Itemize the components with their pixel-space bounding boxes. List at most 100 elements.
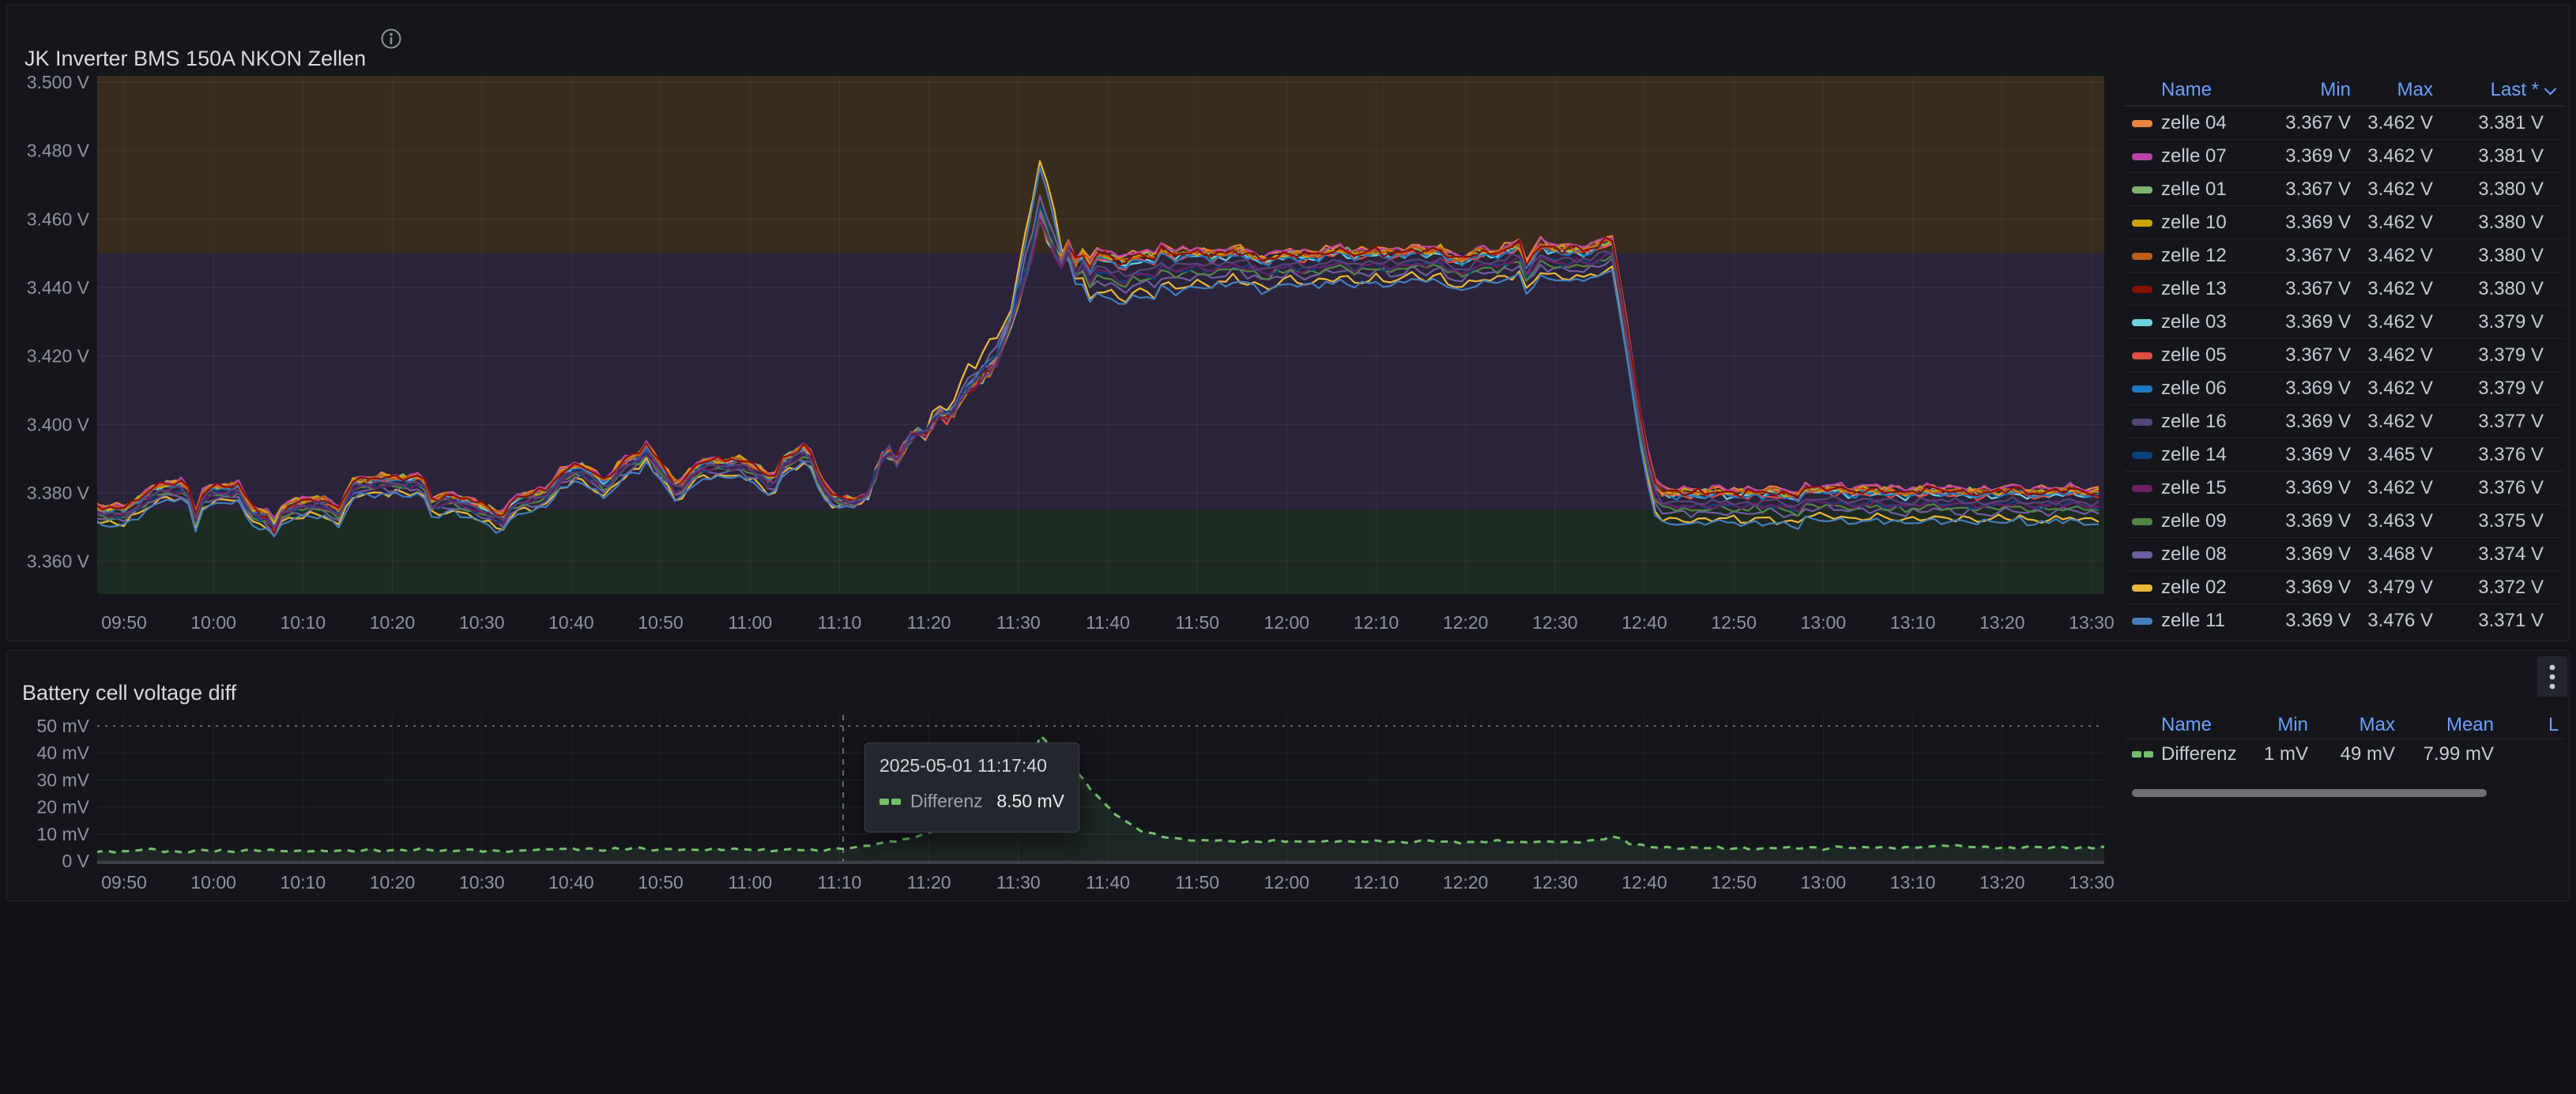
- legend-series-name[interactable]: zelle 09: [2161, 510, 2227, 532]
- legend-header-max[interactable]: Max: [2359, 714, 2395, 735]
- legend-row[interactable]: zelle 11 3.369 V 3.476 V 3.371 V: [2125, 603, 2564, 637]
- legend-series-name[interactable]: zelle 13: [2161, 278, 2227, 299]
- y-axis-tick-label: 50 mV: [37, 716, 90, 736]
- x-axis-tick-label: 10:10: [281, 612, 326, 633]
- legend-header-last[interactable]: Last *: [2491, 75, 2557, 105]
- legend-header-min[interactable]: Min: [2320, 79, 2351, 100]
- legend-series-name[interactable]: zelle 16: [2161, 411, 2227, 432]
- legend-min-value: 3.369 V: [2285, 510, 2351, 532]
- x-axis-tick-label: 12:20: [1443, 612, 1489, 633]
- legend-row[interactable]: zelle 15 3.369 V 3.462 V 3.376 V: [2125, 471, 2564, 504]
- series-line-zelle-11: [97, 167, 2099, 538]
- y-axis-tick-label: 0 V: [62, 851, 89, 871]
- legend-row[interactable]: zelle 14 3.369 V 3.465 V 3.376 V: [2125, 438, 2564, 471]
- legend-series-name[interactable]: zelle 10: [2161, 212, 2227, 233]
- legend-series-name[interactable]: zelle 07: [2161, 145, 2227, 167]
- panel-title[interactable]: JK Inverter BMS 150A NKON Zellen: [24, 47, 367, 71]
- x-axis-tick-label: 10:00: [190, 612, 236, 633]
- legend-row[interactable]: zelle 02 3.369 V 3.479 V 3.372 V: [2125, 570, 2564, 603]
- legend-min-value: 3.367 V: [2285, 179, 2351, 200]
- legend-row[interactable]: zelle 04 3.367 V 3.462 V 3.381 V: [2125, 106, 2564, 139]
- legend-row[interactable]: zelle 09 3.369 V 3.463 V 3.375 V: [2125, 504, 2564, 537]
- legend-row[interactable]: zelle 06 3.369 V 3.462 V 3.379 V: [2125, 371, 2564, 404]
- x-axis-tick-label: 13:00: [1801, 872, 1847, 893]
- legend-row[interactable]: zelle 12 3.367 V 3.462 V 3.380 V: [2125, 239, 2564, 272]
- y-axis-tick-label: 40 mV: [37, 742, 90, 763]
- legend-max-value: 3.479 V: [2367, 577, 2433, 598]
- legend-header-name[interactable]: Name: [2161, 79, 2213, 100]
- voltage-legend-table: Name Min Max Last * zelle 04 3.367 V 3.462 V 3.…: [2125, 75, 2564, 636]
- legend-series-name[interactable]: zelle 01: [2161, 179, 2227, 200]
- legend-row[interactable]: zelle 03 3.369 V 3.462 V 3.379 V: [2125, 305, 2564, 338]
- legend-max-value: 49 mV: [2340, 743, 2395, 765]
- legend-row[interactable]: Differenz 1 mV 49 mV 7.99 mV: [2125, 739, 2564, 769]
- legend-series-name[interactable]: zelle 12: [2161, 245, 2227, 266]
- legend-last-value: 3.376 V: [2478, 477, 2544, 498]
- legend-max-value: 3.476 V: [2367, 610, 2433, 631]
- diff-plot-area[interactable]: [96, 715, 2105, 864]
- legend-series-name[interactable]: zelle 14: [2161, 444, 2227, 465]
- legend-max-value: 3.462 V: [2367, 179, 2433, 200]
- legend-last-value: 3.380 V: [2478, 278, 2544, 299]
- legend-header-min[interactable]: Min: [2277, 714, 2308, 735]
- series-color-swatch: [2132, 152, 2152, 160]
- legend-row[interactable]: zelle 10 3.369 V 3.462 V 3.380 V: [2125, 205, 2564, 239]
- legend-header-last-truncated[interactable]: L: [2548, 714, 2559, 735]
- legend-row[interactable]: zelle 07 3.369 V 3.462 V 3.381 V: [2125, 139, 2564, 172]
- legend-series-name[interactable]: zelle 04: [2161, 112, 2227, 133]
- legend-header-mean[interactable]: Mean: [2446, 714, 2494, 735]
- threshold-band-high: [97, 76, 2104, 254]
- y-axis-tick-label: 20 mV: [37, 797, 90, 818]
- x-axis-tick-label: 11:00: [728, 612, 772, 633]
- legend-horizontal-scrollbar[interactable]: [2132, 789, 2487, 797]
- legend-series-name[interactable]: zelle 08: [2161, 543, 2227, 565]
- info-icon[interactable]: [380, 28, 402, 50]
- legend-min-value: 3.369 V: [2285, 577, 2351, 598]
- x-axis-tick-label: 13:30: [2069, 612, 2115, 633]
- legend-last-value: 3.379 V: [2478, 378, 2544, 399]
- legend-max-value: 3.462 V: [2367, 212, 2433, 233]
- legend-row[interactable]: zelle 01 3.367 V 3.462 V 3.380 V: [2125, 172, 2564, 205]
- legend-row[interactable]: zelle 05 3.367 V 3.462 V 3.379 V: [2125, 338, 2564, 371]
- legend-series-name[interactable]: zelle 02: [2161, 577, 2227, 598]
- series-color-swatch: [2132, 751, 2153, 758]
- x-axis-tick-label: 13:00: [1801, 612, 1847, 633]
- legend-row[interactable]: zelle 08 3.369 V 3.468 V 3.374 V: [2125, 537, 2564, 570]
- legend-series-name[interactable]: zelle 05: [2161, 344, 2227, 366]
- y-axis-tick-label: 30 mV: [37, 769, 90, 790]
- y-axis-tick-label: 3.420 V: [27, 346, 90, 367]
- panel-menu-button[interactable]: [2537, 656, 2567, 697]
- legend-series-name[interactable]: zelle 15: [2161, 477, 2227, 498]
- legend-series-name[interactable]: zelle 06: [2161, 378, 2227, 399]
- series-color-swatch: [2132, 385, 2152, 393]
- series-color-swatch: [2132, 119, 2152, 127]
- legend-min-value: 3.367 V: [2285, 112, 2351, 133]
- panel-voltage-diff: Battery cell voltage diff Name Min Max Mean…: [6, 650, 2570, 901]
- legend-last-value: 3.375 V: [2478, 510, 2544, 532]
- legend-series-name[interactable]: Differenz: [2161, 743, 2237, 765]
- legend-series-name[interactable]: zelle 03: [2161, 311, 2227, 333]
- x-axis-tick-label: 11:50: [1175, 872, 1219, 893]
- legend-row[interactable]: zelle 16 3.369 V 3.462 V 3.377 V: [2125, 404, 2564, 438]
- legend-header-name[interactable]: Name: [2161, 714, 2213, 735]
- x-axis-tick-label: 13:10: [1890, 872, 1936, 893]
- x-axis-tick-label: 12:00: [1264, 872, 1310, 893]
- x-axis-tick-label: 13:10: [1890, 612, 1936, 633]
- x-axis-tick-label: 12:50: [1711, 612, 1757, 633]
- legend-series-name[interactable]: zelle 11: [2161, 610, 2225, 631]
- series-color-swatch: [2132, 418, 2152, 426]
- x-axis-tick-label: 10:10: [281, 872, 326, 893]
- voltage-plot-area[interactable]: [96, 76, 2104, 594]
- series-line-zelle-16: [97, 221, 2100, 529]
- legend-last-value: 3.376 V: [2478, 444, 2544, 465]
- legend-mean-value: 7.99 mV: [2423, 743, 2494, 765]
- panel-title[interactable]: Battery cell voltage diff: [22, 681, 237, 705]
- legend-row[interactable]: zelle 13 3.367 V 3.462 V 3.380 V: [2125, 272, 2564, 305]
- series-color-swatch: [2132, 484, 2152, 492]
- legend-max-value: 3.462 V: [2367, 378, 2433, 399]
- legend-header-max[interactable]: Max: [2397, 79, 2433, 100]
- x-axis-tick-label: 11:20: [907, 612, 951, 633]
- threshold-band-low: [97, 509, 2104, 594]
